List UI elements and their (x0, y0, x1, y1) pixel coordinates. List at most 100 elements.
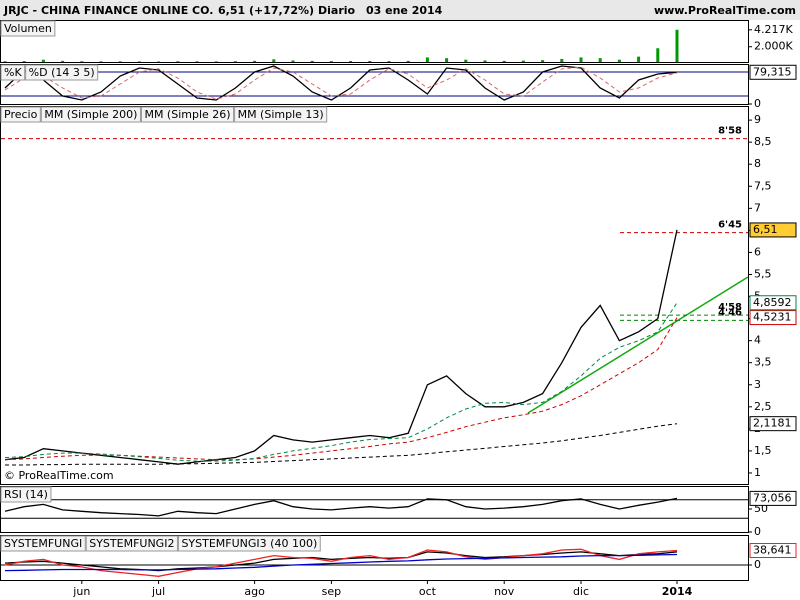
legend-entry: Precio (4, 108, 38, 121)
bar (598, 58, 602, 62)
legend-entry: Volumen (4, 22, 52, 35)
panel-frame (0, 20, 749, 63)
bar (253, 60, 257, 62)
legend-box (234, 106, 328, 123)
panel-frame (0, 486, 749, 533)
bar (425, 57, 429, 62)
value-label-box (749, 64, 797, 80)
legend-box (177, 535, 321, 552)
level-label: 6'45 (718, 220, 742, 231)
legend-entry: MM (Simple 13) (238, 108, 324, 121)
header-site: www.ProRealTime.com (654, 4, 796, 17)
legend-box (25, 64, 99, 81)
bar (214, 61, 218, 62)
legend-box (0, 106, 41, 123)
bar (368, 60, 372, 62)
value-label: 4,8592 (753, 296, 792, 309)
bar (22, 61, 26, 62)
bar (176, 61, 180, 62)
series-line (4, 553, 678, 572)
bar (61, 60, 65, 62)
level-label: 4'58 (718, 302, 742, 313)
bar (675, 29, 679, 62)
y-tick-label: 7 (754, 201, 761, 214)
y-tick-label: 2.000K (754, 40, 793, 53)
value-label-box (749, 222, 797, 238)
bar (387, 61, 391, 62)
bar (41, 59, 45, 62)
bar (3, 61, 7, 62)
legend-box (0, 20, 56, 37)
bar (656, 48, 660, 62)
legend-entry: MM (Simple 200) (44, 108, 137, 121)
header-period: Diario (318, 4, 356, 17)
bar (406, 60, 410, 62)
bar (349, 61, 353, 62)
legend-box (0, 486, 52, 503)
bar (272, 59, 276, 62)
panel-frame (0, 64, 749, 105)
legend-entry: MM (Simple 26) (144, 108, 230, 121)
x-tick-label: jul (151, 585, 165, 598)
value-label: 73,056 (753, 491, 792, 504)
series-line (4, 551, 678, 572)
legend-box (0, 64, 26, 81)
bar (617, 59, 621, 62)
series-line (5, 423, 678, 466)
bar (464, 59, 468, 62)
series-line (4, 229, 678, 465)
legend-entry: RSI (14) (4, 488, 48, 501)
y-tick-label: 4.217K (754, 23, 793, 36)
bar (483, 60, 487, 62)
x-tick-label: 2014 (662, 585, 693, 598)
value-label: 2,1181 (753, 417, 792, 430)
y-tick-label: 5,5 (754, 267, 772, 280)
value-label: 79,315 (753, 65, 792, 78)
y-tick-label: 0 (754, 97, 761, 110)
header-date: 03 ene 2014 (366, 4, 443, 17)
bar (637, 56, 641, 62)
y-tick-label: 3 (754, 378, 761, 391)
value-label: 38,641 (753, 544, 792, 557)
y-tick-label: 4 (754, 334, 761, 347)
legend-entry: SYSTEMFUNGI (4, 537, 82, 550)
x-tick-label: dic (573, 585, 589, 598)
legend-entry: SYSTEMFUNGI3 (40 100) (181, 537, 317, 550)
bar (502, 60, 506, 62)
level-label: 4'46 (718, 307, 742, 318)
legend-box (40, 106, 141, 123)
legend-entry: SYSTEMFUNGI2 (89, 537, 174, 550)
header-bar (0, 0, 800, 20)
bar (157, 61, 161, 62)
x-tick-label: jun (72, 585, 90, 598)
x-tick-label: ago (244, 585, 265, 598)
value-label-box (749, 490, 797, 506)
value-label-box (749, 295, 797, 311)
bar (310, 60, 314, 62)
legend-box (85, 535, 178, 552)
bar (291, 60, 295, 62)
header-quote: 6,51 (+17,72%) (218, 4, 314, 17)
trend-line (527, 276, 749, 414)
y-tick-label: 0 (754, 525, 761, 538)
bar (233, 61, 237, 62)
y-tick-label: 8,5 (754, 135, 772, 148)
x-tick-label: sep (322, 585, 341, 598)
value-label-box (749, 310, 797, 326)
bar (521, 60, 525, 62)
x-tick-label: nov (494, 585, 515, 598)
bar (137, 61, 141, 62)
bar (99, 61, 103, 62)
level-label: 8'58 (718, 126, 742, 137)
y-tick-label: 3,5 (754, 356, 772, 369)
y-tick-label: 0 (754, 558, 761, 571)
header-title: JRJC - CHINA FINANCE ONLINE CO. (3, 4, 213, 17)
x-tick-label: oct (419, 585, 437, 598)
value-label-box (749, 416, 797, 432)
value-label-box (749, 543, 797, 559)
series-line (4, 497, 678, 517)
y-tick-label: 8 (754, 157, 761, 170)
bar (329, 61, 333, 62)
bar (445, 58, 449, 62)
